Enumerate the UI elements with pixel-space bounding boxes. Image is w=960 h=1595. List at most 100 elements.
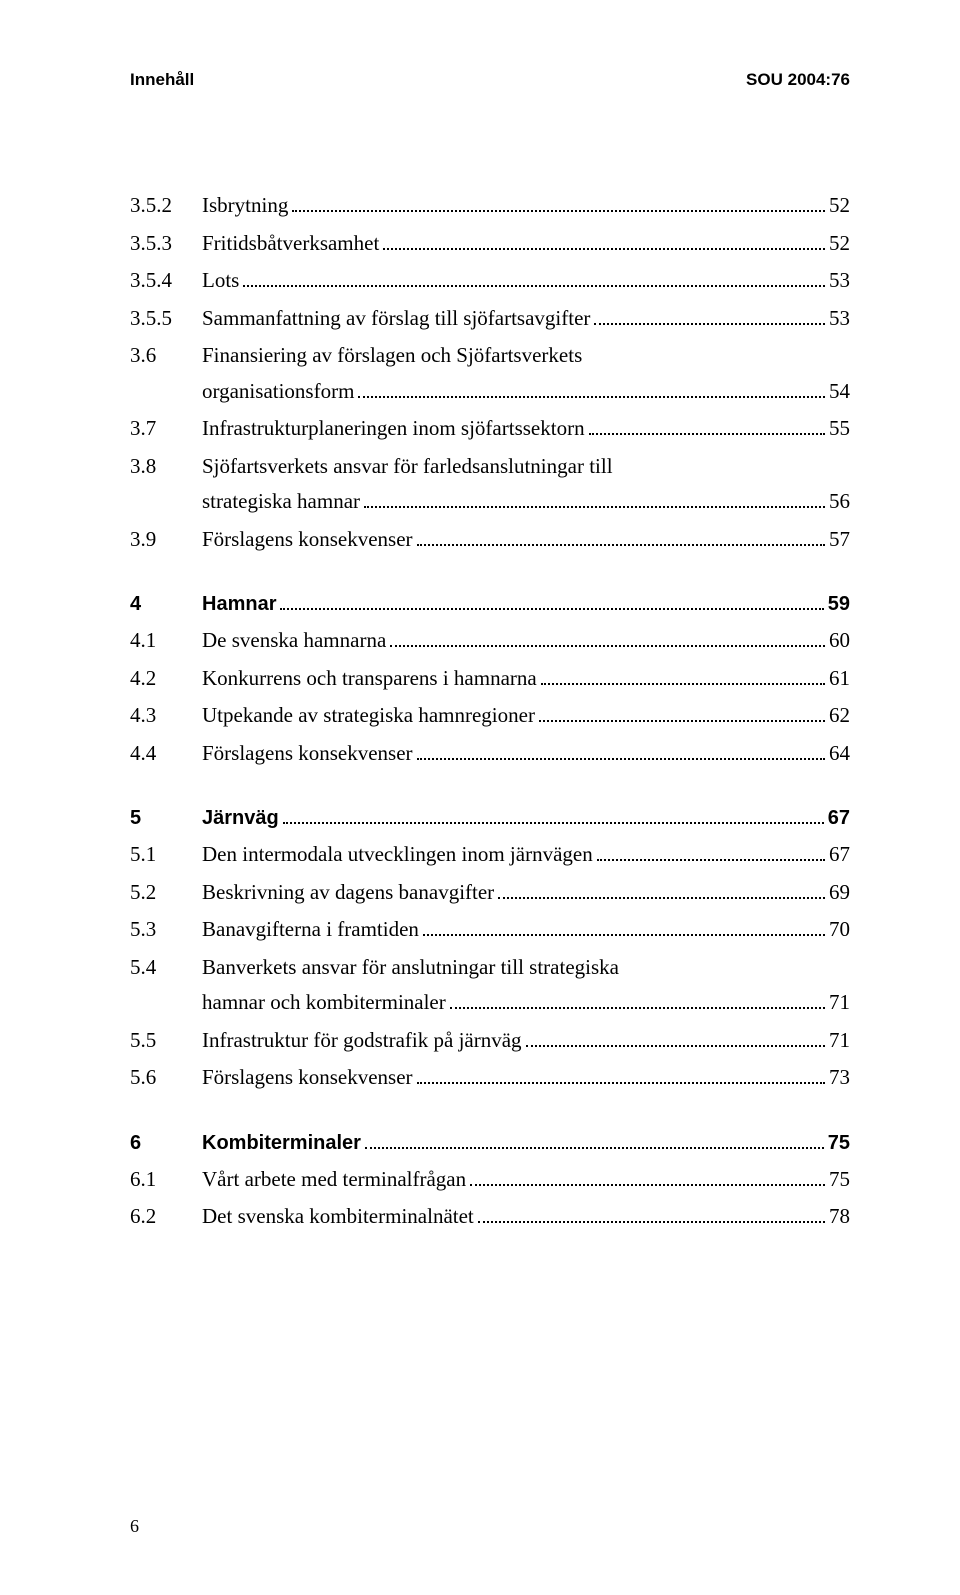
toc-leader-dots <box>541 683 825 685</box>
toc-item: 3.6Finansiering av förslagen och Sjöfart… <box>130 340 850 372</box>
toc-number: 5 <box>130 803 202 833</box>
toc-page-number: 54 <box>829 376 850 408</box>
toc-number: 3.5.2 <box>130 190 202 222</box>
page-header: Innehåll SOU 2004:76 <box>130 70 850 90</box>
toc-page-number: 61 <box>829 663 850 695</box>
toc-leader-dots <box>498 897 825 899</box>
toc-leader-dots <box>417 544 825 546</box>
toc-number: 5.3 <box>130 914 202 946</box>
toc-number: 6.2 <box>130 1201 202 1233</box>
toc-item: 3.8Sjöfartsverkets ansvar för farledsans… <box>130 451 850 483</box>
toc-item: 3.5.5Sammanfattning av förslag till sjöf… <box>130 303 850 335</box>
toc-title-line2: hamnar och kombiterminaler <box>202 987 446 1019</box>
toc-item: 4.4Förslagens konsekvenser64 <box>130 738 850 770</box>
toc-leader-dots <box>594 323 825 325</box>
toc-title-line2: strategiska hamnar <box>202 486 360 518</box>
toc-number: 5.2 <box>130 877 202 909</box>
toc-title: Fritidsbåtverksamhet <box>202 228 379 260</box>
toc-page-number: 71 <box>829 987 850 1019</box>
toc-item: 6.1Vårt arbete med terminalfrågan75 <box>130 1164 850 1196</box>
toc-number: 5.5 <box>130 1025 202 1057</box>
toc-page-number: 56 <box>829 486 850 518</box>
toc-leader-dots <box>365 1147 824 1149</box>
toc-leader-dots <box>450 1007 825 1009</box>
toc-number: 4.1 <box>130 625 202 657</box>
toc-title: Hamnar <box>202 589 276 619</box>
toc-number: 3.5.4 <box>130 265 202 297</box>
toc-number: 5.4 <box>130 952 202 984</box>
toc-title: Infrastruktur för godstrafik på järnväg <box>202 1025 522 1057</box>
header-left: Innehåll <box>130 70 194 90</box>
toc-leader-dots <box>358 396 825 398</box>
toc-title: Infrastrukturplaneringen inom sjöfartsse… <box>202 413 585 445</box>
toc-page-number: 75 <box>828 1128 850 1158</box>
toc-section: 6Kombiterminaler 75 <box>130 1128 850 1158</box>
toc-leader-dots <box>478 1221 825 1223</box>
toc-page-number: 71 <box>829 1025 850 1057</box>
toc-item: 5.6Förslagens konsekvenser 73 <box>130 1062 850 1094</box>
toc-title: Sammanfattning av förslag till sjöfartsa… <box>202 303 590 335</box>
toc-number: 4.3 <box>130 700 202 732</box>
toc-section: 4Hamnar59 <box>130 589 850 619</box>
toc-title: Beskrivning av dagens banavgifter <box>202 877 494 909</box>
toc-item: 3.7Infrastrukturplaneringen inom sjöfart… <box>130 413 850 445</box>
section-gap <box>130 775 850 803</box>
toc-leader-dots <box>423 934 825 936</box>
toc-leader-dots <box>589 433 825 435</box>
toc-number: 6 <box>130 1128 202 1158</box>
toc-leader-dots <box>597 859 825 861</box>
toc-leader-dots <box>280 608 823 610</box>
footer-page-number: 6 <box>130 1516 139 1537</box>
toc-item: 5.4Banverkets ansvar för anslutningar ti… <box>130 952 850 984</box>
toc-leader-dots <box>364 506 825 508</box>
toc-item: 5.3Banavgifterna i framtiden70 <box>130 914 850 946</box>
toc-item-continuation: organisationsform54 <box>130 376 850 408</box>
toc-title-line1: Finansiering av förslagen och Sjöfartsve… <box>202 340 582 372</box>
toc-item: 4.3Utpekande av strategiska hamnregioner… <box>130 700 850 732</box>
document-page: Innehåll SOU 2004:76 3.5.2Isbrytning523.… <box>0 0 960 1595</box>
toc-leader-dots <box>417 1082 825 1084</box>
toc-page-number: 53 <box>829 265 850 297</box>
toc-item: 3.9Förslagens konsekvenser57 <box>130 524 850 556</box>
toc-title: Järnväg <box>202 803 279 833</box>
toc-number: 3.6 <box>130 340 202 372</box>
toc-item: 6.2Det svenska kombiterminalnätet 78 <box>130 1201 850 1233</box>
toc-page-number: 64 <box>829 738 850 770</box>
toc-page-number: 53 <box>829 303 850 335</box>
toc-page-number: 78 <box>829 1201 850 1233</box>
toc-number: 3.8 <box>130 451 202 483</box>
toc-item: 3.5.4Lots53 <box>130 265 850 297</box>
toc-item: 4.2Konkurrens och transparens i hamnarna… <box>130 663 850 695</box>
toc-title: Banavgifterna i framtiden <box>202 914 419 946</box>
toc-item-continuation: strategiska hamnar 56 <box>130 486 850 518</box>
toc-page-number: 52 <box>829 190 850 222</box>
toc-leader-dots <box>390 645 825 647</box>
toc-page-number: 62 <box>829 700 850 732</box>
toc-title-line1: Banverkets ansvar för anslutningar till … <box>202 952 619 984</box>
toc-page-number: 73 <box>829 1062 850 1094</box>
toc-item: 4.1De svenska hamnarna60 <box>130 625 850 657</box>
toc-leader-dots <box>470 1184 825 1186</box>
toc-leader-dots <box>526 1045 825 1047</box>
toc-title: Förslagens konsekvenser <box>202 524 413 556</box>
toc-number: 5.6 <box>130 1062 202 1094</box>
toc-page-number: 60 <box>829 625 850 657</box>
toc-item-continuation: hamnar och kombiterminaler 71 <box>130 987 850 1019</box>
toc-leader-dots <box>539 720 825 722</box>
toc-page-number: 52 <box>829 228 850 260</box>
toc-title-line1: Sjöfartsverkets ansvar för farledsanslut… <box>202 451 613 483</box>
toc-number: 4.4 <box>130 738 202 770</box>
toc-item: 5.1Den intermodala utvecklingen inom jär… <box>130 839 850 871</box>
toc-title: Kombiterminaler <box>202 1128 361 1158</box>
toc-number: 3.5.3 <box>130 228 202 260</box>
toc-title: Den intermodala utvecklingen inom järnvä… <box>202 839 593 871</box>
toc-title: Det svenska kombiterminalnätet <box>202 1201 474 1233</box>
toc-section: 5Järnväg67 <box>130 803 850 833</box>
section-gap <box>130 1100 850 1128</box>
toc-item: 5.2Beskrivning av dagens banavgifter 69 <box>130 877 850 909</box>
toc-leader-dots <box>383 248 825 250</box>
toc-page-number: 69 <box>829 877 850 909</box>
toc-title: Förslagens konsekvenser <box>202 1062 413 1094</box>
header-right: SOU 2004:76 <box>746 70 850 90</box>
toc-number: 3.7 <box>130 413 202 445</box>
